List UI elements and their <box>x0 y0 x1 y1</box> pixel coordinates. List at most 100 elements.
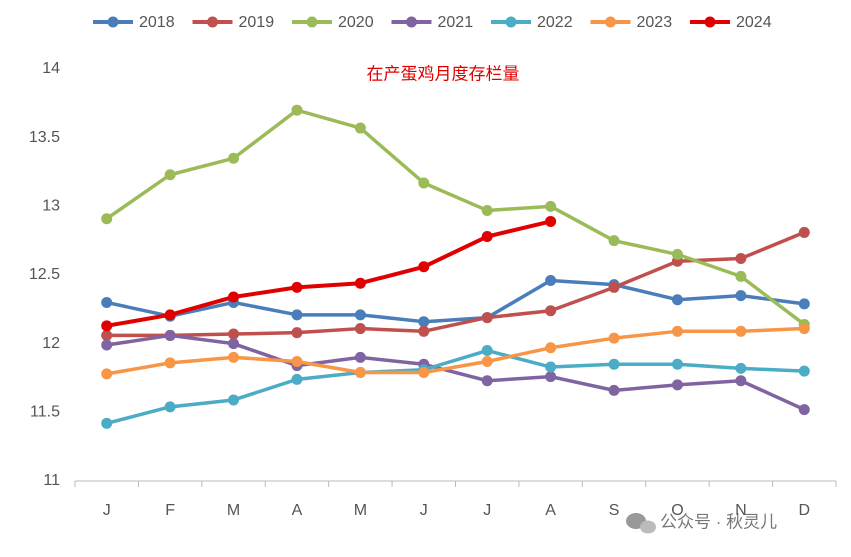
legend-swatch-dot <box>207 16 218 28</box>
data-point <box>735 375 747 387</box>
data-point <box>291 104 303 116</box>
data-point <box>798 323 810 335</box>
data-point <box>545 342 557 354</box>
legend-swatch-dot <box>306 16 318 28</box>
data-point <box>545 200 557 212</box>
x-tick-label: O <box>671 502 683 519</box>
data-point <box>291 327 303 339</box>
x-tick-label: D <box>799 502 811 519</box>
data-point <box>164 329 176 341</box>
data-point <box>164 309 176 321</box>
data-point <box>418 325 430 337</box>
data-point <box>164 401 176 413</box>
legend-swatch-dot <box>107 16 119 28</box>
data-point <box>735 270 747 282</box>
data-point <box>101 213 113 225</box>
data-point <box>418 177 430 189</box>
data-point <box>228 152 240 164</box>
legend-label: 2019 <box>239 14 275 31</box>
watermark: 公众号 · 秋灵儿 <box>660 512 777 531</box>
data-point <box>735 362 747 374</box>
y-tick-label: 12.5 <box>29 266 60 283</box>
data-point <box>735 325 747 337</box>
data-point <box>798 365 810 377</box>
x-tick-label: S <box>609 502 620 519</box>
series-line <box>106 333 806 412</box>
data-point <box>354 277 366 289</box>
data-point <box>354 309 366 321</box>
data-point <box>608 332 620 344</box>
legend-swatch-dot <box>406 16 417 28</box>
data-point <box>101 296 113 308</box>
series-line <box>106 230 805 338</box>
data-point <box>101 329 113 341</box>
chart-title: 在产蛋鸡月度存栏量 <box>367 64 520 83</box>
data-point <box>291 281 303 293</box>
y-tick-label: 11.5 <box>30 404 60 421</box>
data-point <box>101 320 113 332</box>
data-point <box>798 404 810 416</box>
data-point <box>101 417 113 429</box>
y-tick-label: 11 <box>43 472 60 489</box>
data-point <box>671 325 683 337</box>
legend-swatch-dot <box>605 16 616 28</box>
data-point <box>608 384 620 396</box>
series-line <box>105 108 806 326</box>
data-point <box>164 169 176 181</box>
y-tick-label: 13.5 <box>29 129 60 146</box>
data-point <box>228 291 240 303</box>
data-point <box>798 226 810 238</box>
series-line <box>106 326 805 376</box>
x-tick-label: M <box>354 502 367 519</box>
legend-label: 2022 <box>537 14 573 31</box>
x-tick-label: F <box>165 502 175 519</box>
x-tick-label: J <box>420 502 428 519</box>
data-point <box>545 361 557 373</box>
data-point <box>228 394 240 406</box>
data-point <box>735 290 747 302</box>
data-point <box>798 298 810 310</box>
legend-label: 2018 <box>139 14 175 31</box>
x-tick-label: J <box>103 502 111 519</box>
data-point <box>228 351 240 363</box>
data-point <box>481 345 493 357</box>
legend-label: 2024 <box>736 14 772 31</box>
y-tick-label: 13 <box>42 198 60 215</box>
data-point <box>545 215 557 227</box>
data-point <box>735 253 747 265</box>
series-line <box>106 348 805 426</box>
series-line <box>106 278 805 324</box>
x-tick-label: A <box>545 502 556 519</box>
legend-swatch-dot <box>505 16 517 28</box>
y-tick-label: 12 <box>42 335 60 352</box>
legend-swatch-dot <box>704 16 716 28</box>
x-tick-label: M <box>227 502 240 519</box>
data-point <box>481 312 493 324</box>
data-point <box>354 367 366 379</box>
data-point <box>418 316 430 328</box>
legend-label: 2020 <box>338 14 374 31</box>
legend-label: 2021 <box>438 14 474 31</box>
data-point <box>481 204 493 216</box>
data-point <box>101 368 113 380</box>
series-line <box>106 219 552 328</box>
data-point <box>418 367 430 379</box>
data-point <box>354 351 366 363</box>
data-point <box>101 339 113 351</box>
legend-label: 2023 <box>637 14 673 31</box>
data-point <box>608 235 620 247</box>
data-point <box>608 358 620 370</box>
data-point <box>671 358 683 370</box>
data-point <box>671 379 683 391</box>
data-point <box>545 371 557 383</box>
data-point <box>291 309 303 321</box>
data-point <box>418 261 430 273</box>
x-tick-label: J <box>483 502 491 519</box>
data-point <box>545 305 557 317</box>
data-point <box>164 357 176 369</box>
x-tick-label: A <box>292 502 303 519</box>
data-point <box>671 294 683 306</box>
watermark-icon <box>626 513 656 534</box>
data-point <box>608 281 620 293</box>
